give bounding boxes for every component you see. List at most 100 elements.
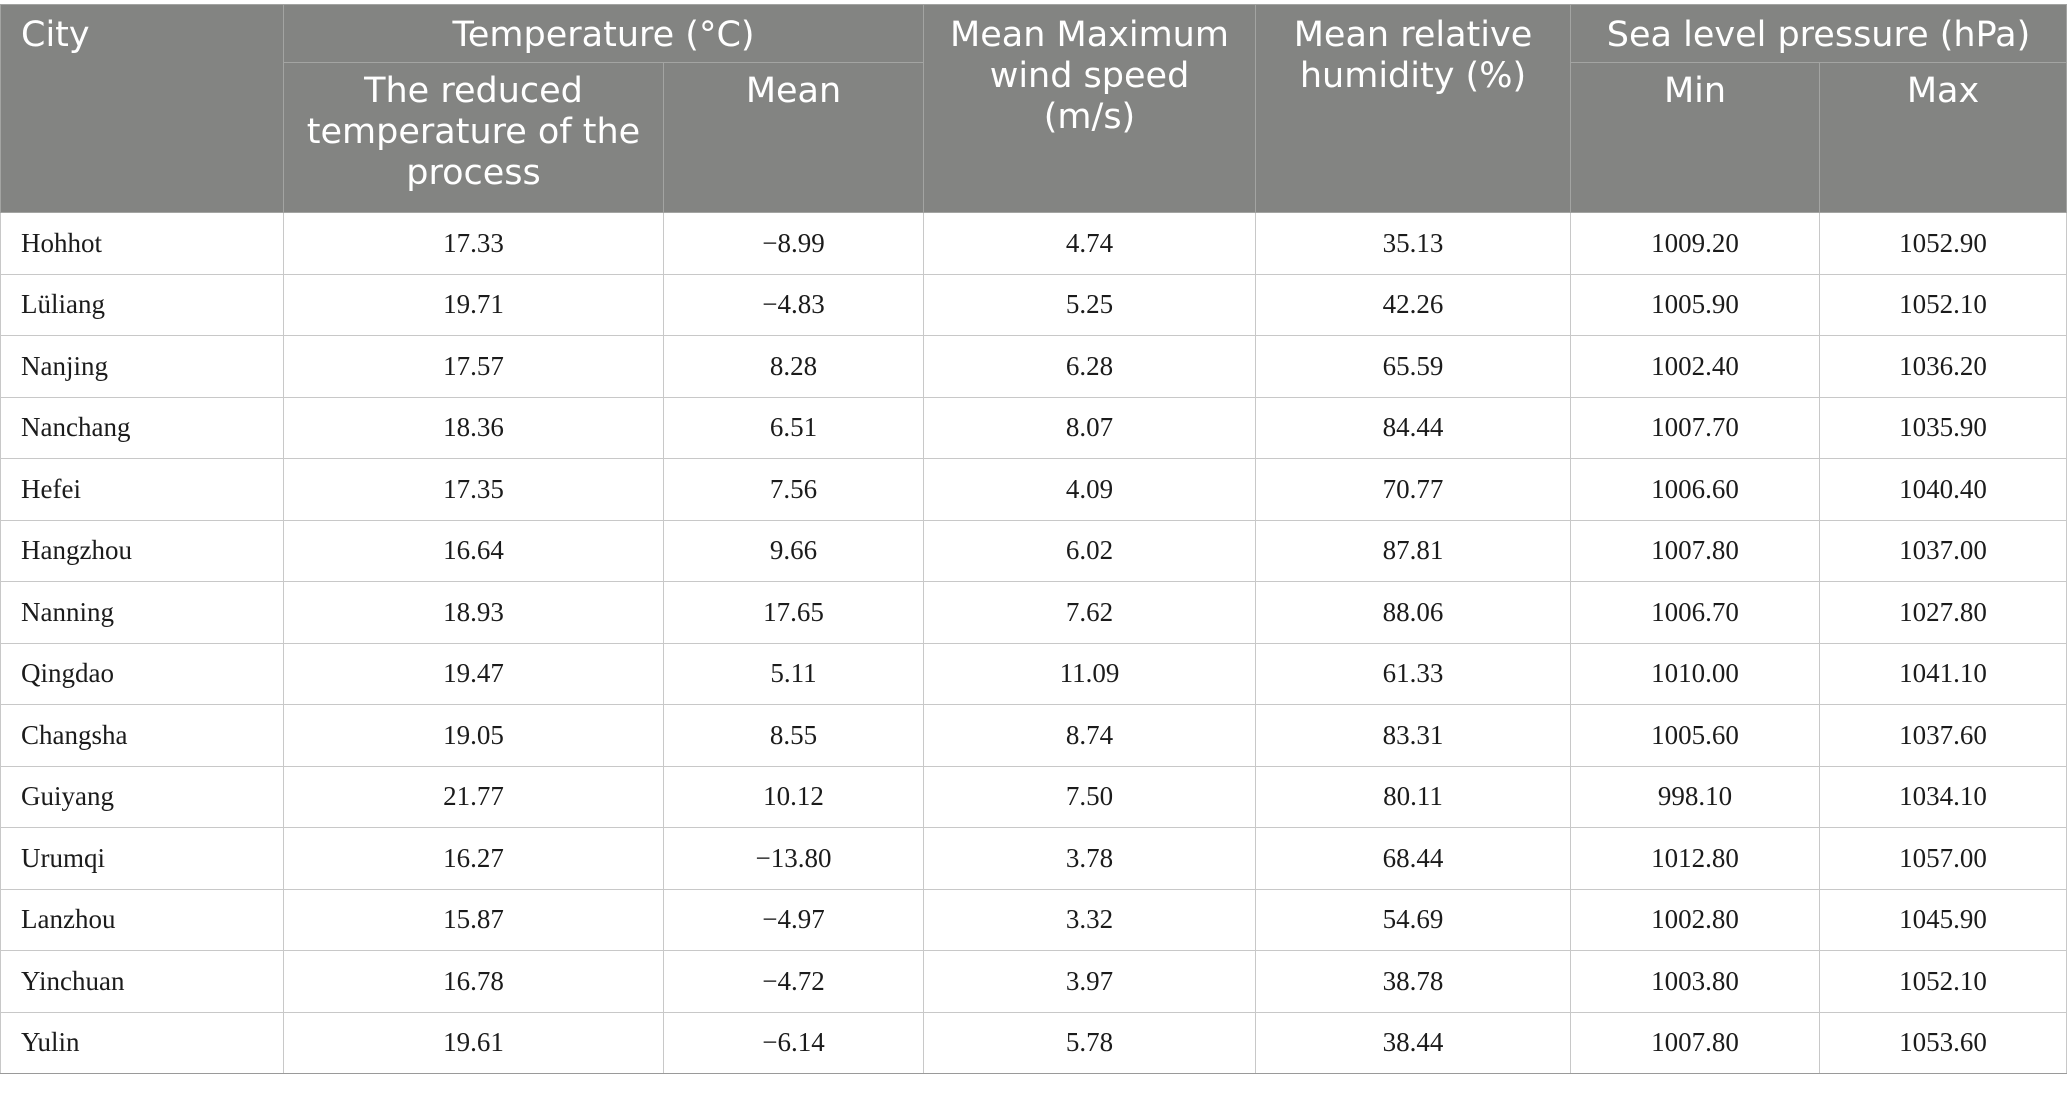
cell-reduced-temperature: 17.35 [283, 458, 664, 521]
cell-city: Yinchuan [0, 950, 284, 1013]
cell-reduced-temperature: 17.33 [283, 212, 664, 275]
header-wind-speed: Mean Maximum wind speed (m/s) [923, 4, 1256, 213]
header-temperature-group: Temperature (°C) [283, 4, 924, 63]
cell-pressure-min: 1005.90 [1570, 273, 1820, 336]
cell-mean-temperature: −6.14 [663, 1011, 924, 1074]
cell-city: Qingdao [0, 642, 284, 705]
cell-humidity: 35.13 [1255, 212, 1571, 275]
cell-wind-speed: 4.09 [923, 458, 1256, 521]
cell-humidity: 42.26 [1255, 273, 1571, 336]
cell-pressure-min: 1006.60 [1570, 458, 1820, 521]
cell-reduced-temperature: 19.71 [283, 273, 664, 336]
cell-pressure-max: 1035.90 [1818, 396, 2068, 459]
header-pressure-min: Min [1570, 62, 1820, 213]
table-row: Lanzhou 15.87 −4.97 3.32 54.69 1002.80 1045.90 [0, 888, 2068, 951]
climate-table: City Temperature (°C) Mean Maximum wind … [0, 4, 2068, 1074]
cell-wind-speed: 3.97 [923, 950, 1256, 1013]
cell-city: Changsha [0, 704, 284, 767]
cell-wind-speed: 8.74 [923, 704, 1256, 767]
cell-mean-temperature: −13.80 [663, 827, 924, 890]
cell-mean-temperature: −4.83 [663, 273, 924, 336]
cell-mean-temperature: −4.97 [663, 888, 924, 951]
cell-wind-speed: 7.62 [923, 581, 1256, 644]
cell-wind-speed: 3.32 [923, 888, 1256, 951]
cell-wind-speed: 6.02 [923, 519, 1256, 582]
cell-humidity: 54.69 [1255, 888, 1571, 951]
cell-mean-temperature: −8.99 [663, 212, 924, 275]
header-humidity: Mean relative humidity (%) [1255, 4, 1571, 213]
cell-reduced-temperature: 21.77 [283, 765, 664, 828]
cell-humidity: 61.33 [1255, 642, 1571, 705]
cell-pressure-max: 1037.00 [1818, 519, 2068, 582]
cell-pressure-max: 1034.10 [1818, 765, 2068, 828]
cell-city: Lüliang [0, 273, 284, 336]
cell-pressure-max: 1040.40 [1818, 458, 2068, 521]
cell-reduced-temperature: 16.64 [283, 519, 664, 582]
header-reduced-temperature: The reduced temperature of the process [283, 62, 664, 213]
cell-humidity: 80.11 [1255, 765, 1571, 828]
cell-humidity: 38.44 [1255, 1011, 1571, 1074]
cell-reduced-temperature: 18.36 [283, 396, 664, 459]
cell-mean-temperature: 10.12 [663, 765, 924, 828]
cell-pressure-min: 1002.80 [1570, 888, 1820, 951]
cell-city: Nanning [0, 581, 284, 644]
table-body: Hohhot 17.33 −8.99 4.74 35.13 1009.20 1052.90 L… [0, 212, 2068, 1074]
cell-city: Hefei [0, 458, 284, 521]
cell-city: Yulin [0, 1011, 284, 1074]
cell-humidity: 70.77 [1255, 458, 1571, 521]
cell-pressure-max: 1045.90 [1818, 888, 2068, 951]
cell-wind-speed: 3.78 [923, 827, 1256, 890]
cell-wind-speed: 5.25 [923, 273, 1256, 336]
cell-wind-speed: 7.50 [923, 765, 1256, 828]
cell-wind-speed: 11.09 [923, 642, 1256, 705]
cell-wind-speed: 5.78 [923, 1011, 1256, 1074]
cell-city: Nanchang [0, 396, 284, 459]
cell-pressure-min: 1006.70 [1570, 581, 1820, 644]
table-row: Yulin 19.61 −6.14 5.78 38.44 1007.80 1053.60 [0, 1011, 2068, 1074]
cell-reduced-temperature: 19.61 [283, 1011, 664, 1074]
cell-humidity: 84.44 [1255, 396, 1571, 459]
table-header: City Temperature (°C) Mean Maximum wind … [0, 4, 2068, 213]
cell-pressure-max: 1052.10 [1818, 273, 2068, 336]
cell-pressure-min: 1010.00 [1570, 642, 1820, 705]
table-row: Yinchuan 16.78 −4.72 3.97 38.78 1003.80 1052.1… [0, 950, 2068, 1013]
cell-reduced-temperature: 19.47 [283, 642, 664, 705]
cell-humidity: 38.78 [1255, 950, 1571, 1013]
cell-reduced-temperature: 16.27 [283, 827, 664, 890]
cell-reduced-temperature: 19.05 [283, 704, 664, 767]
cell-pressure-max: 1036.20 [1818, 335, 2068, 398]
cell-mean-temperature: 9.66 [663, 519, 924, 582]
cell-city: Guiyang [0, 765, 284, 828]
cell-reduced-temperature: 15.87 [283, 888, 664, 951]
cell-pressure-min: 1007.80 [1570, 1011, 1820, 1074]
cell-city: Hangzhou [0, 519, 284, 582]
cell-pressure-min: 1009.20 [1570, 212, 1820, 275]
table-row: Hangzhou 16.64 9.66 6.02 87.81 1007.80 1037.00 [0, 519, 2068, 582]
cell-city: Lanzhou [0, 888, 284, 951]
cell-pressure-min: 1012.80 [1570, 827, 1820, 890]
cell-mean-temperature: 8.55 [663, 704, 924, 767]
cell-pressure-min: 1003.80 [1570, 950, 1820, 1013]
cell-pressure-max: 1057.00 [1818, 827, 2068, 890]
header-pressure-max: Max [1818, 62, 2068, 213]
cell-pressure-min: 1007.70 [1570, 396, 1820, 459]
cell-humidity: 87.81 [1255, 519, 1571, 582]
cell-city: Urumqi [0, 827, 284, 890]
cell-mean-temperature: 7.56 [663, 458, 924, 521]
cell-mean-temperature: 6.51 [663, 396, 924, 459]
header-city: City [0, 4, 284, 213]
cell-pressure-max: 1027.80 [1818, 581, 2068, 644]
table-row: Hohhot 17.33 −8.99 4.74 35.13 1009.20 1052.90 [0, 212, 2068, 275]
cell-city: Nanjing [0, 335, 284, 398]
cell-pressure-min: 1005.60 [1570, 704, 1820, 767]
cell-mean-temperature: 17.65 [663, 581, 924, 644]
cell-mean-temperature: 8.28 [663, 335, 924, 398]
cell-pressure-max: 1041.10 [1818, 642, 2068, 705]
cell-pressure-max: 1052.10 [1818, 950, 2068, 1013]
table-row: Changsha 19.05 8.55 8.74 83.31 1005.60 1037.60 [0, 704, 2068, 767]
cell-reduced-temperature: 17.57 [283, 335, 664, 398]
cell-wind-speed: 4.74 [923, 212, 1256, 275]
cell-humidity: 88.06 [1255, 581, 1571, 644]
cell-reduced-temperature: 16.78 [283, 950, 664, 1013]
cell-mean-temperature: 5.11 [663, 642, 924, 705]
